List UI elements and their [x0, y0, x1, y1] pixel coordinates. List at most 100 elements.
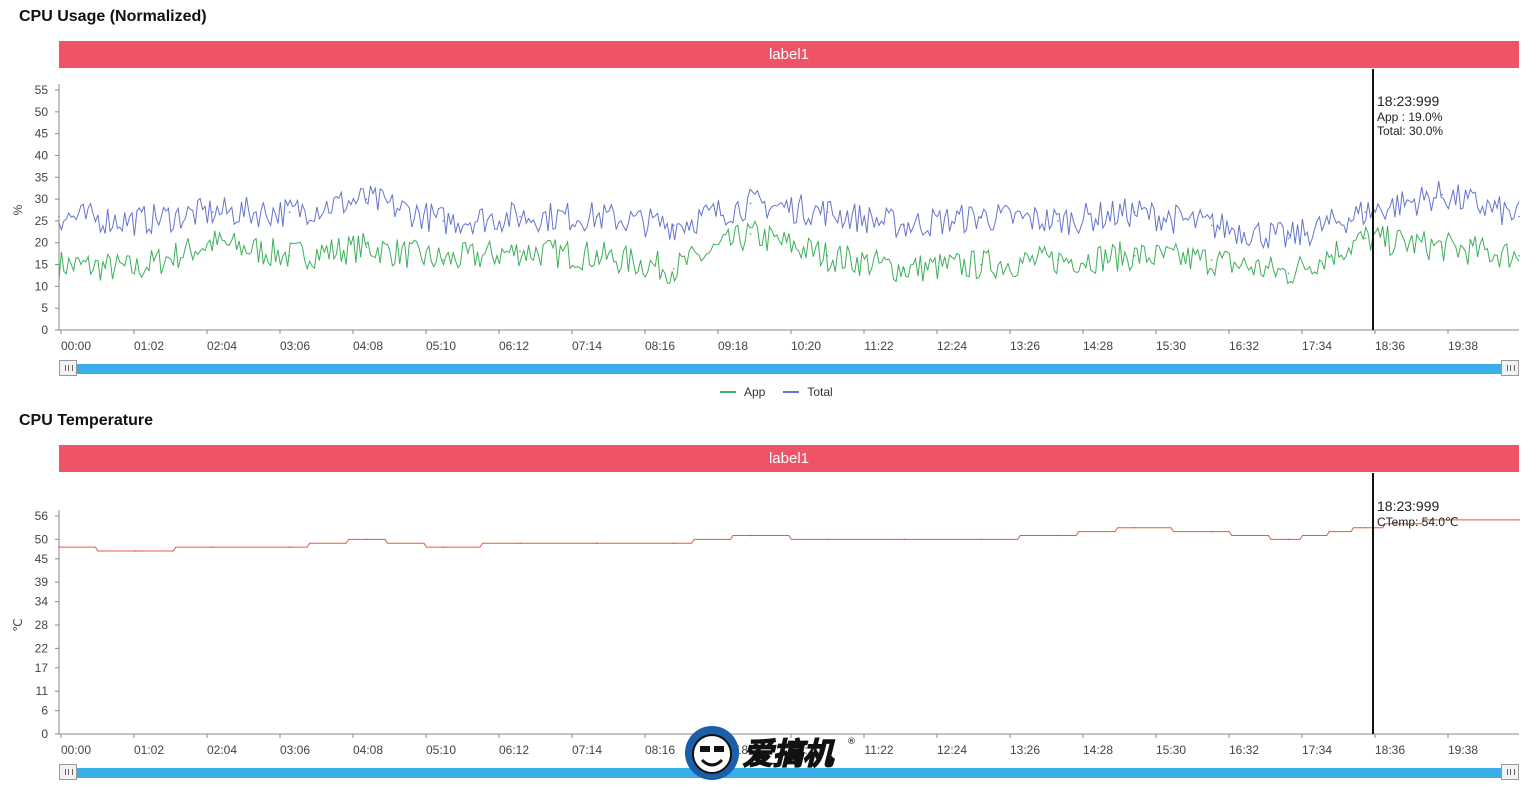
y-tick-label: 30	[35, 192, 49, 206]
data-point-ctemp	[211, 546, 214, 548]
x-tick-label: 02:04	[207, 339, 237, 353]
data-point-total	[288, 211, 291, 213]
y-tick-label: 28	[35, 618, 49, 632]
data-point-app	[442, 259, 445, 261]
data-point-app	[1210, 259, 1213, 261]
x-tick-label: 15:30	[1156, 339, 1186, 353]
y-tick-label: 5	[41, 301, 48, 315]
x-tick-label: 02:04	[207, 743, 237, 757]
series-line-app	[58, 219, 1520, 285]
watermark-logo: 爱搞机 ®	[685, 726, 856, 780]
data-point-app	[749, 233, 752, 235]
data-point-app	[365, 246, 368, 248]
range-end-handle[interactable]	[1501, 360, 1519, 376]
x-tick-label: 00:00	[61, 339, 91, 353]
x-tick-label: 19:38	[1448, 339, 1478, 353]
data-point-app	[1364, 237, 1367, 240]
data-point-ctemp	[1441, 519, 1443, 521]
x-tick-label: 17:34	[1302, 339, 1332, 353]
legend-label-total: Total	[807, 385, 833, 399]
x-tick-label: 01:02	[134, 743, 164, 757]
cpu-temperature-label-bar: label1	[59, 445, 1519, 472]
range-start-handle[interactable]	[59, 764, 77, 780]
x-tick-label: 11:22	[864, 743, 893, 757]
range-track[interactable]	[67, 364, 1511, 374]
x-tick-label: 08:16	[645, 339, 675, 353]
cpu-usage-range-slider[interactable]	[59, 360, 1519, 377]
data-point-app	[211, 241, 214, 244]
data-point-app	[672, 268, 675, 270]
data-point-app	[1441, 246, 1443, 248]
x-tick-label: 09:18	[718, 339, 748, 353]
tooltip-total-value: Total: 30.0%	[1377, 124, 1444, 138]
range-end-handle[interactable]	[1501, 764, 1519, 780]
range-track[interactable]	[67, 768, 1511, 778]
x-tick-label: 18:36	[1375, 339, 1405, 353]
y-axis-label: ℃	[11, 618, 25, 631]
data-point-ctemp	[519, 542, 521, 545]
data-point-app	[1287, 272, 1290, 275]
cpu-temperature-range-slider[interactable]	[59, 764, 1519, 781]
axis-group: 0 5 10 15 20 25 30 35 40 45 50 55% 00:00 01:02 02:04 03…	[11, 83, 1519, 353]
data-point-ctemp	[672, 542, 675, 545]
y-tick-label: 0	[41, 323, 48, 337]
y-tick-label: 55	[35, 83, 49, 97]
cpu-temperature-plot[interactable]: 0 6 11 17 22 28 34 39 45 50 56 ℃ 00:00 01:02 02:04 03:0…	[0, 404, 1539, 769]
data-point-app	[288, 255, 291, 257]
x-tick-label: 14:28	[1083, 339, 1113, 353]
x-tick-label: 04:08	[353, 339, 383, 353]
data-point-total	[1210, 224, 1213, 227]
x-tick-label: 07:14	[572, 339, 602, 353]
x-tick-label: 10:20	[791, 743, 821, 757]
data-point-ctemp	[288, 546, 291, 548]
data-point-ctemp	[1133, 526, 1136, 529]
y-tick-label: 6	[41, 704, 48, 718]
cpu-usage-plot[interactable]: 0 5 10 15 20 25 30 35 40 45 50 55% 00:00 01:02 02:04 03…	[0, 0, 1539, 365]
x-tick-label: 13:26	[1010, 743, 1040, 757]
x-tick-label: 14:28	[1083, 743, 1113, 757]
data-point-total	[749, 202, 752, 205]
legend-item-app[interactable]: App	[720, 385, 765, 399]
x-tick-label: 03:06	[280, 743, 310, 757]
y-tick-label: 0	[41, 727, 48, 741]
y-tick-label: 11	[36, 684, 49, 698]
data-point-app	[596, 255, 598, 257]
series-line-total	[58, 181, 1520, 250]
data-point-app	[1518, 255, 1520, 257]
legend-swatch-app	[720, 391, 736, 393]
y-tick-label: 10	[35, 279, 49, 293]
x-tick-label: 01:02	[134, 339, 164, 353]
y-tick-label: 50	[35, 532, 49, 546]
x-tick-label: 03:06	[280, 339, 310, 353]
y-tick-label: 45	[35, 127, 49, 141]
tooltip-app-value: App : 19.0%	[1377, 110, 1443, 124]
data-point-ctemp	[442, 546, 445, 548]
data-point-ctemp	[1057, 534, 1059, 537]
cpu-usage-label-bar: label1	[59, 41, 1519, 68]
data-point-ctemp	[826, 538, 829, 541]
cpu-usage-title: CPU Usage (Normalized)	[19, 8, 207, 25]
y-tick-label: 20	[35, 236, 49, 250]
series-line-ctemp	[59, 519, 1519, 552]
svg-text:®: ®	[847, 737, 856, 747]
y-tick-label: 15	[35, 258, 49, 272]
range-start-handle[interactable]	[59, 360, 77, 376]
y-tick-label: 40	[35, 148, 49, 162]
tooltip-time: 18:23:999	[1377, 93, 1440, 109]
data-point-ctemp	[596, 542, 598, 545]
y-tick-label: 34	[35, 595, 49, 609]
x-tick-label: 10:20	[791, 339, 821, 353]
data-point-total	[1441, 193, 1443, 196]
legend-item-total[interactable]: Total	[783, 385, 833, 399]
data-point-ctemp	[1210, 530, 1213, 533]
x-tick-label: 00:00	[61, 743, 91, 757]
x-tick-label: 05:10	[426, 339, 456, 353]
y-tick-label: 56	[35, 509, 49, 523]
axis-group: 0 6 11 17 22 28 34 39 45 50 56 ℃ 00:00 01:02 02:04 03:0…	[11, 509, 1519, 757]
data-point-app	[980, 263, 982, 266]
x-tick-label: 17:34	[1302, 743, 1332, 757]
cpu-temperature-title: CPU Temperature	[19, 412, 153, 429]
x-tick-label: 06:12	[499, 743, 529, 757]
legend-label-app: App	[744, 385, 766, 399]
data-point-total	[211, 211, 214, 213]
